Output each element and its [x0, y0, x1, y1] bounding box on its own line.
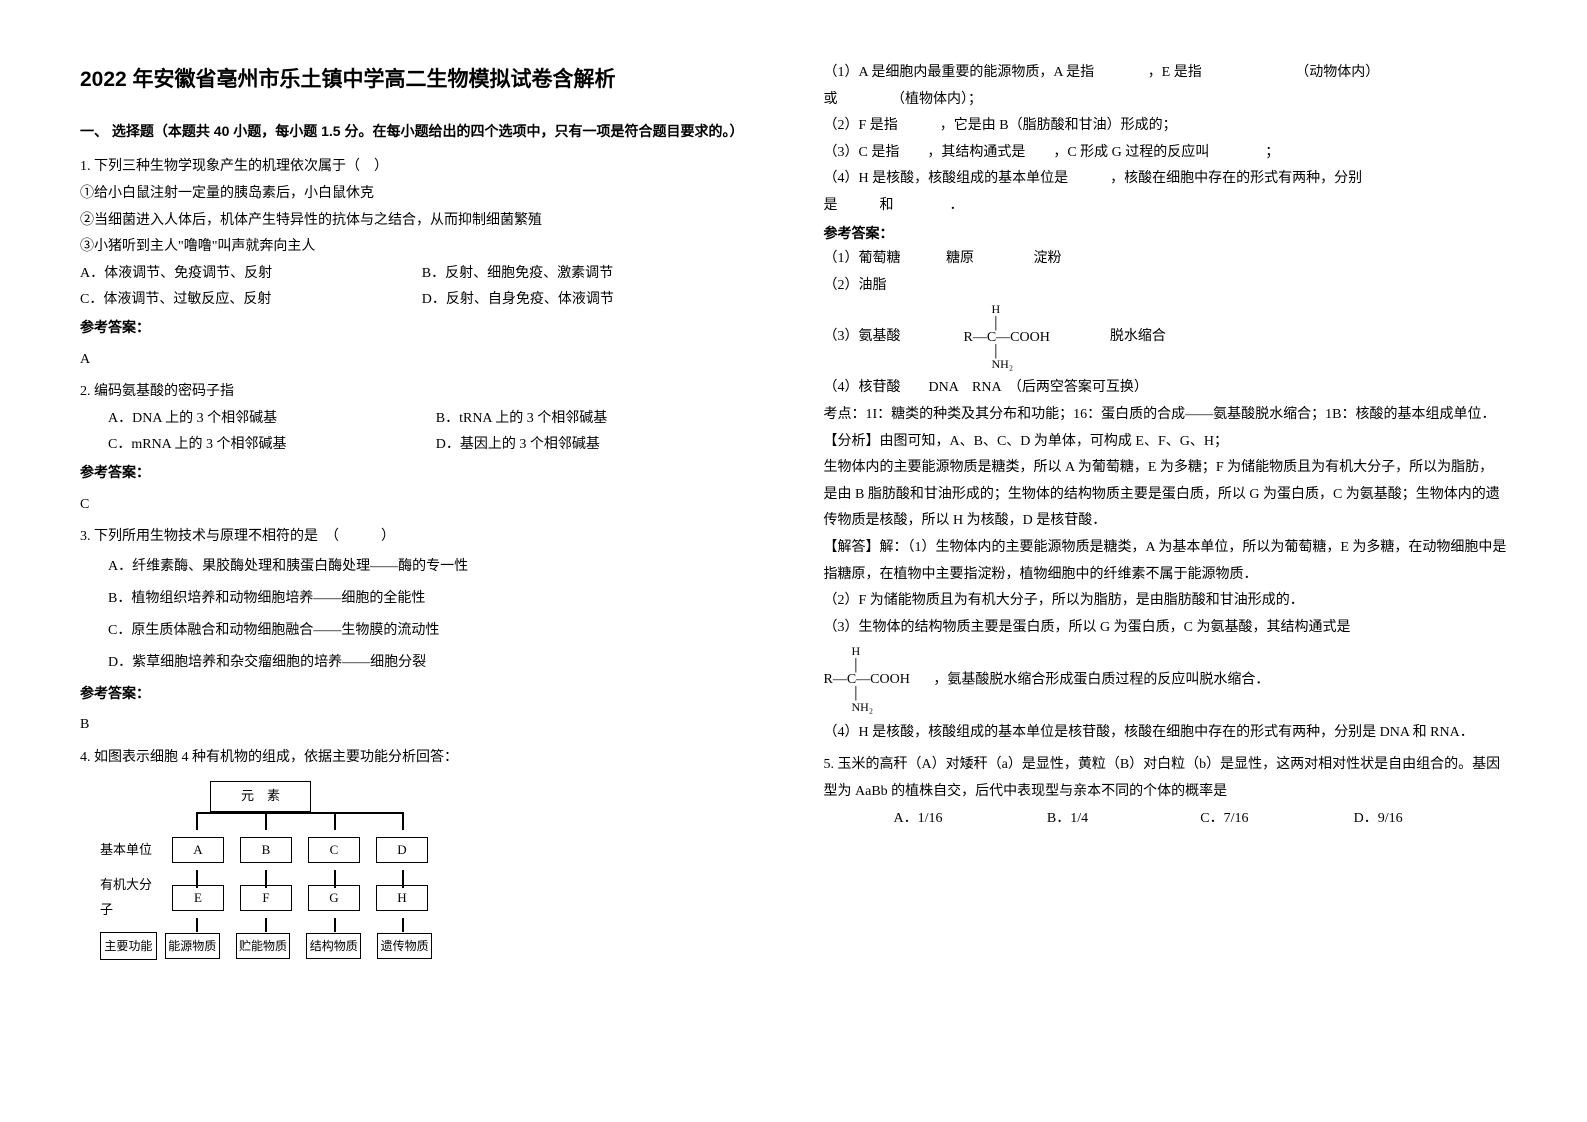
q1-opt-c: C．体液调节、过敏反应、反射	[80, 287, 422, 314]
left-column: 2022 年安徽省亳州市乐土镇中学高二生物模拟试卷含解析 一、 选择题（本题共 …	[50, 60, 794, 1082]
diagram-top: 元 素	[210, 781, 311, 812]
ans1: （1）葡萄糖 糖原 淀粉	[824, 246, 1508, 273]
q3-opt-d: D．紫草细胞培养和杂交瘤细胞的培养——细胞分裂	[108, 647, 764, 679]
q4-diagram: 元 素 基本单位 A B C D 有机大分子	[100, 781, 440, 966]
formula-small: H │ R—C—COOH │ NH₂	[964, 303, 1050, 371]
cell-f3: 结构物质	[306, 933, 361, 959]
q2-opt-a: A．DNA 上的 3 个相邻碱基	[108, 406, 436, 433]
formula2-mid: R—C—COOH	[824, 672, 910, 687]
q5-opt-d: D．9/16	[1354, 806, 1507, 833]
ans4: （4）核苷酸 DNA RNA （后两空答案可互换）	[824, 375, 1508, 402]
q2-opt-b: B．tRNA 上的 3 个相邻碱基	[436, 406, 764, 433]
section-heading: 一、 选择题（本题共 40 小题，每小题 1.5 分。在每小题给出的四个选项中，…	[80, 118, 764, 145]
q2-opt-d: D．基因上的 3 个相邻碱基	[436, 432, 764, 459]
r-l1b: ，E 是指	[1148, 65, 1202, 80]
r-l2b: （植物体内）；	[891, 92, 982, 107]
formula-h: H	[964, 303, 1050, 316]
q3-opt-b: B．植物组织培养和动物细胞培养——细胞的全能性	[108, 583, 764, 615]
q1-stem: 1. 下列三种生物学现象产生的机理依次属于（ ）	[80, 154, 764, 181]
q3-opt-c: C．原生质体融合和动物细胞融合——生物膜的流动性	[108, 615, 764, 647]
question-1: 1. 下列三种生物学现象产生的机理依次属于（ ） ①给小白鼠注射一定量的胰岛素后…	[80, 154, 764, 373]
r-line4: （3）C 是指 ，其结构通式是 ，C 形成 G 过程的反应叫 ；	[824, 140, 1508, 167]
question-2: 2. 编码氨基酸的密码子指 A．DNA 上的 3 个相邻碱基 B．tRNA 上的…	[80, 379, 764, 518]
cell-d: D	[376, 837, 428, 863]
cell-a: A	[172, 837, 224, 863]
fenxi: 【分析】由图可知，A、B、C、D 为单体，可构成 E、F、G、H；	[824, 429, 1508, 456]
cell-f1: 能源物质	[165, 933, 220, 959]
q2-ref-label: 参考答案：	[80, 459, 764, 486]
cell-g: G	[308, 885, 360, 911]
q3-stem: 3. 下列所用生物技术与原理不相符的是 （ ）	[80, 524, 764, 551]
para1: 生物体内的主要能源物质是糖类，所以 A 为葡萄糖，E 为多糖；F 为储能物质且为…	[824, 455, 1508, 535]
q1-answer: A	[80, 347, 764, 374]
q3-answer: B	[80, 712, 764, 739]
r-line5: （4）H 是核酸，核酸组成的基本单位是 ，核酸在细胞中存在的形式有两种，分别	[824, 166, 1508, 193]
formula-large: H │ R—C—COOH │ NH₂	[824, 645, 910, 715]
q5-opt-c: C．7/16	[1200, 806, 1353, 833]
r-line1: （1）A 是细胞内最重要的能源物质，A 是指 ，E 是指 （动物体内）	[824, 60, 1508, 87]
r-line2: 或 （植物体内）；	[824, 87, 1508, 114]
q2-stem: 2. 编码氨基酸的密码子指	[80, 379, 764, 406]
ans2: （2）油脂	[824, 273, 1508, 300]
jieda3: （3）生物体的结构物质主要是蛋白质，所以 G 为蛋白质，C 为氨基酸，其结构通式…	[824, 615, 1508, 642]
q1-line2: ②当细菌进入人体后，机体产生特异性的抗体与之结合，从而抑制细菌繁殖	[80, 208, 764, 235]
page-title: 2022 年安徽省亳州市乐土镇中学高二生物模拟试卷含解析	[80, 60, 764, 100]
ans3-row: （3）氨基酸 H │ R—C—COOH │ NH₂ 脱水缩合	[824, 299, 1508, 375]
formula-nh2: NH₂	[964, 358, 1050, 371]
r-l1a: （1）A 是细胞内最重要的能源物质，A 是指	[824, 65, 1095, 80]
q5-stem: 5. 玉米的高秆（A）对矮秆（a）是显性，黄粒（B）对白粒（b）是显性，这两对相…	[824, 752, 1508, 805]
jieda4: （4）H 是核酸，核酸组成的基本单位是核苷酸，核酸在细胞中存在的形式有两种，分别…	[824, 720, 1508, 747]
cell-e: E	[172, 885, 224, 911]
cell-c: C	[308, 837, 360, 863]
q1-opt-b: B．反射、细胞免疫、激素调节	[422, 261, 764, 288]
question-3: 3. 下列所用生物技术与原理不相符的是 （ ） A．纤维素酶、果胶酶处理和胰蛋白…	[80, 524, 764, 739]
q5-opt-b: B．1/4	[1047, 806, 1200, 833]
r-l1c: （动物体内）	[1295, 65, 1379, 80]
q1-line3: ③小猪听到主人"噜噜"叫声就奔向主人	[80, 234, 764, 261]
jieda2: （2）F 为储能物质且为有机大分子，所以为脂肪，是由脂肪酸和甘油形成的．	[824, 588, 1508, 615]
q5-opt-a: A．1/16	[894, 806, 1047, 833]
kaodian: 考点：1I：糖类的种类及其分布和功能；16：蛋白质的合成——氨基酸脱水缩合；1B…	[824, 402, 1508, 429]
row1-label: 基本单位	[100, 838, 164, 863]
q2-answer: C	[80, 492, 764, 519]
q3-ref-label: 参考答案：	[80, 680, 764, 707]
r-ref-label: 参考答案：	[824, 220, 1508, 247]
jieda3b: ，氨基酸脱水缩合形成蛋白质过程的反应叫脱水缩合．	[933, 673, 1269, 688]
right-column: （1）A 是细胞内最重要的能源物质，A 是指 ，E 是指 （动物体内） 或 （植…	[794, 60, 1538, 1082]
formula-mid: R—C—COOH	[964, 330, 1050, 345]
cell-b: B	[240, 837, 292, 863]
q2-opt-c: C．mRNA 上的 3 个相邻碱基	[108, 432, 436, 459]
formula2-h: H	[824, 645, 910, 658]
q1-opt-a: A．体液调节、免疫调节、反射	[80, 261, 422, 288]
formula2-nh2: NH₂	[824, 700, 874, 714]
r-line6: 是 和 ．	[824, 193, 1508, 220]
r-l2a: 或	[824, 92, 838, 107]
ans3b: 脱水缩合	[1110, 324, 1166, 351]
q3-opt-a: A．纤维素酶、果胶酶处理和胰蛋白酶处理——酶的专一性	[108, 551, 764, 583]
q1-opt-d: D．反射、自身免疫、体液调节	[422, 287, 764, 314]
cell-h: H	[376, 885, 428, 911]
ans3a: （3）氨基酸	[824, 324, 944, 351]
cell-f4: 遗传物质	[377, 933, 432, 959]
cell-f: F	[240, 885, 292, 911]
cell-f2: 贮能物质	[236, 933, 291, 959]
question-5: 5. 玉米的高秆（A）对矮秆（a）是显性，黄粒（B）对白粒（b）是显性，这两对相…	[824, 752, 1508, 832]
r-line3: （2）F 是指 ，它是由 B（脂肪酸和甘油）形成的；	[824, 113, 1508, 140]
q1-line1: ①给小白鼠注射一定量的胰岛素后，小白鼠休克	[80, 181, 764, 208]
question-4: 4. 如图表示细胞 4 种有机物的组成，依据主要功能分析回答： 元 素 基本单位…	[80, 745, 764, 966]
q4-stem: 4. 如图表示细胞 4 种有机物的组成，依据主要功能分析回答：	[80, 745, 764, 772]
q1-ref-label: 参考答案：	[80, 314, 764, 341]
jieda1: 【解答】解：（1）生物体内的主要能源物质是糖类，A 为基本单位，所以为葡萄糖，E…	[824, 535, 1508, 588]
